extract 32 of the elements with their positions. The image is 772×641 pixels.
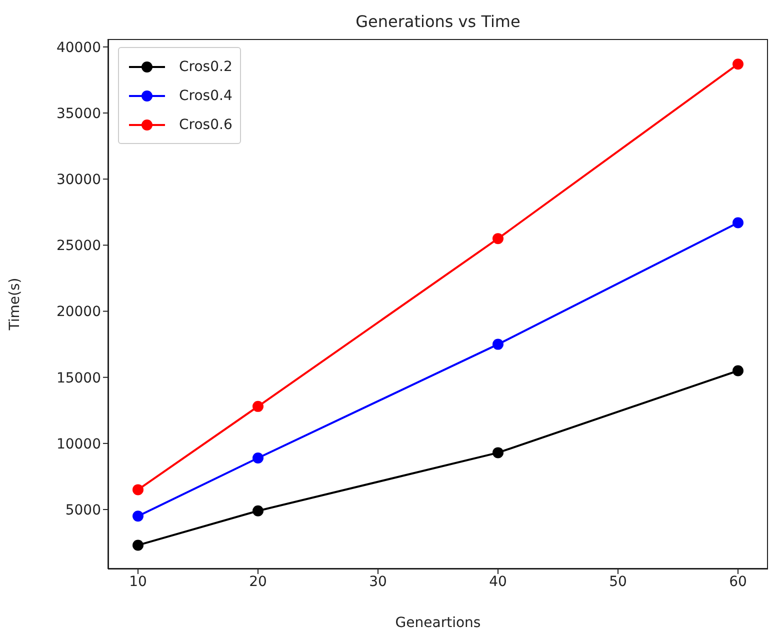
y-tick-label: 5000 <box>65 502 101 518</box>
legend-label: Cros0.6 <box>179 116 232 132</box>
y-tick-label: 25000 <box>56 238 101 254</box>
point <box>732 217 744 228</box>
x-tick-label: 40 <box>489 574 507 590</box>
point <box>252 505 264 516</box>
x-tick-label: 10 <box>129 574 147 590</box>
point <box>252 400 264 412</box>
y-tick-label: 15000 <box>56 370 101 386</box>
x-tick-label: 20 <box>249 574 267 590</box>
y-tick-label: 35000 <box>56 106 101 122</box>
y-tick-label: 30000 <box>56 172 101 188</box>
chart-title: Generations vs Time <box>354 12 522 31</box>
legend-label: Cros0.2 <box>179 58 232 74</box>
y-tick-label: 10000 <box>56 436 101 452</box>
point <box>492 338 504 350</box>
x-tick-label: 60 <box>729 574 747 590</box>
point <box>732 58 744 70</box>
x-axis-title: Geneartions <box>395 615 481 631</box>
point <box>132 510 144 522</box>
point <box>732 365 744 376</box>
x-tick-label: 30 <box>369 574 387 590</box>
point <box>492 233 504 244</box>
point <box>132 484 144 496</box>
y-tick-label: 20000 <box>56 304 101 320</box>
legend-label: Cros0.4 <box>179 88 232 104</box>
point <box>132 540 144 551</box>
point <box>492 447 504 458</box>
y-axis-title: Time(s) <box>6 278 23 332</box>
x-tick-label: 50 <box>609 574 627 590</box>
y-tick-label: 40000 <box>56 40 101 56</box>
point <box>252 452 264 464</box>
